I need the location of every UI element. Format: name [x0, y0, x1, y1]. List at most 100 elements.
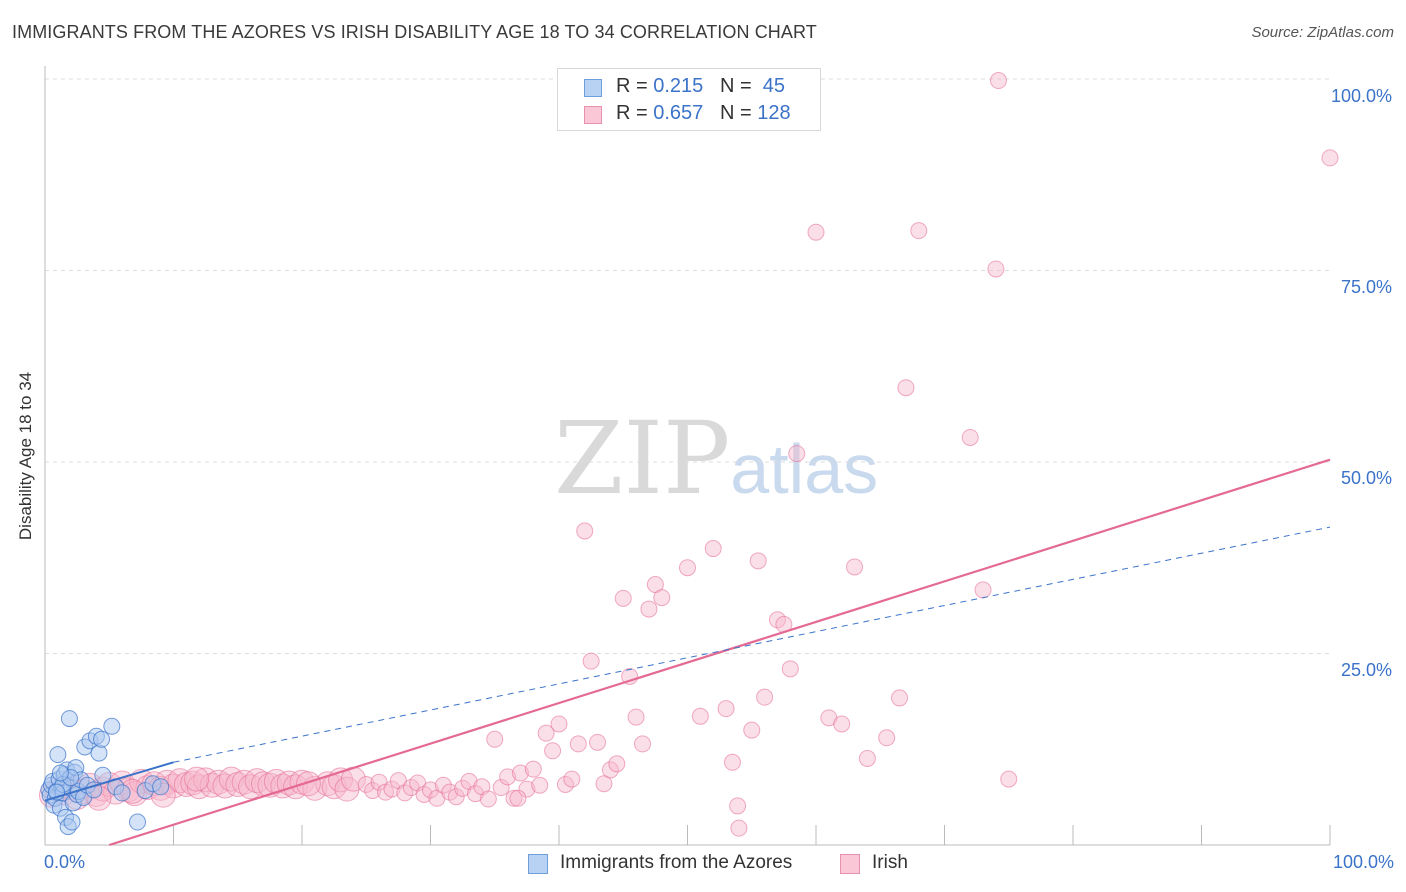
azores-point — [60, 710, 78, 728]
irish-point — [422, 781, 439, 799]
irish-point — [357, 775, 375, 793]
legend-n-label: N = — [719, 102, 758, 124]
irish-point — [653, 589, 671, 607]
irish-point — [910, 222, 928, 240]
azores-point — [129, 813, 147, 831]
irish-point — [891, 689, 909, 707]
irish-point — [897, 379, 915, 397]
irish-point — [756, 688, 774, 706]
irish-point — [364, 782, 382, 800]
bottom-legend-swatch-pink — [840, 854, 860, 874]
irish-point — [589, 733, 607, 751]
irish-point — [679, 559, 696, 577]
irish-trend-line — [108, 458, 1331, 847]
trend-lines — [44, 458, 1331, 847]
azores-point — [90, 744, 108, 762]
irish-point — [199, 772, 225, 798]
azores-trend-extension — [173, 526, 1331, 763]
y-tick-50: 50.0% — [1340, 468, 1392, 488]
irish-point — [180, 770, 206, 796]
watermark-zip: ZIP — [554, 400, 731, 517]
irish-point — [231, 769, 257, 795]
source-credit: Source: ZipAtlas.com — [1251, 24, 1394, 41]
irish-point — [276, 770, 302, 796]
y-tick-25: 25.0% — [1340, 660, 1392, 680]
irish-point — [1321, 149, 1339, 167]
irish-point — [434, 776, 452, 794]
irish-point — [479, 790, 497, 808]
azores-trend-line — [44, 761, 174, 802]
irish-point — [717, 700, 735, 718]
irish-point — [582, 652, 600, 670]
irish-point — [807, 223, 825, 241]
irish-point — [634, 735, 652, 753]
legend-n-value: 45 — [762, 75, 786, 97]
azores-point — [103, 717, 121, 735]
irish-point — [244, 768, 270, 794]
irish-point — [544, 742, 562, 760]
y-tick-100: 100.0% — [1330, 86, 1392, 106]
irish-point — [974, 581, 992, 599]
legend-r-label: R = — [616, 102, 654, 124]
irish-point — [499, 768, 517, 786]
azores-point — [51, 764, 69, 782]
legend-r-value: 0.657 — [653, 102, 704, 124]
legend-swatch-pink — [584, 106, 602, 124]
azores-point — [49, 746, 67, 764]
irish-point — [466, 785, 484, 803]
legend-swatch-blue — [584, 79, 602, 97]
irish-point — [743, 721, 761, 739]
irish-point — [595, 775, 613, 793]
irish-point — [257, 772, 283, 798]
irish-point — [531, 776, 549, 794]
y-tick-75: 75.0% — [1340, 277, 1392, 297]
irish-point — [691, 707, 709, 725]
irish-point — [454, 779, 472, 797]
legend-n-label: N = — [719, 75, 758, 97]
irish-point — [524, 760, 542, 778]
irish-point — [505, 789, 523, 807]
azores-point — [63, 813, 81, 831]
legend-r-value: 0.215 — [653, 75, 704, 97]
irish-point — [537, 724, 555, 742]
azores-point — [152, 778, 170, 796]
irish-point — [383, 780, 401, 798]
irish-point — [749, 552, 767, 570]
irish-point — [729, 797, 747, 815]
irish-point — [184, 766, 210, 792]
irish-point — [295, 771, 321, 797]
bottom-legend-label: Irish — [872, 852, 908, 873]
watermark-atlas: atlas — [730, 430, 879, 508]
chart-title: IMMIGRANTS FROM THE AZORES VS IRISH DISA… — [12, 22, 817, 42]
irish-point — [846, 558, 864, 576]
irish-point — [723, 753, 741, 771]
irish-point — [486, 730, 504, 748]
irish-point — [730, 819, 748, 837]
irish-point — [518, 780, 536, 798]
bottom-legend-swatch-blue — [528, 854, 548, 874]
irish-point — [205, 769, 231, 795]
irish-point — [1000, 770, 1018, 788]
irish-point — [833, 715, 851, 733]
irish-point — [989, 72, 1007, 90]
irish-point — [511, 764, 529, 782]
irish-point — [608, 755, 626, 773]
legend-r-label: R = — [616, 75, 654, 97]
irish-point — [509, 789, 527, 807]
x-tick-0: 0.0% — [44, 852, 86, 872]
irish-point — [627, 708, 645, 726]
y-axis-label: Disability Age 18 to 34 — [16, 371, 35, 541]
azores-point — [93, 730, 111, 748]
irish-point — [878, 729, 896, 747]
irish-point — [961, 428, 979, 446]
irish-point — [987, 260, 1005, 278]
irish-point — [788, 445, 806, 463]
irish-point — [614, 589, 632, 607]
irish-point — [576, 522, 594, 540]
irish-point — [704, 540, 722, 558]
azores-point — [113, 784, 131, 802]
irish-point — [447, 788, 465, 806]
irish-point — [781, 660, 799, 678]
azores-points — [40, 710, 170, 836]
